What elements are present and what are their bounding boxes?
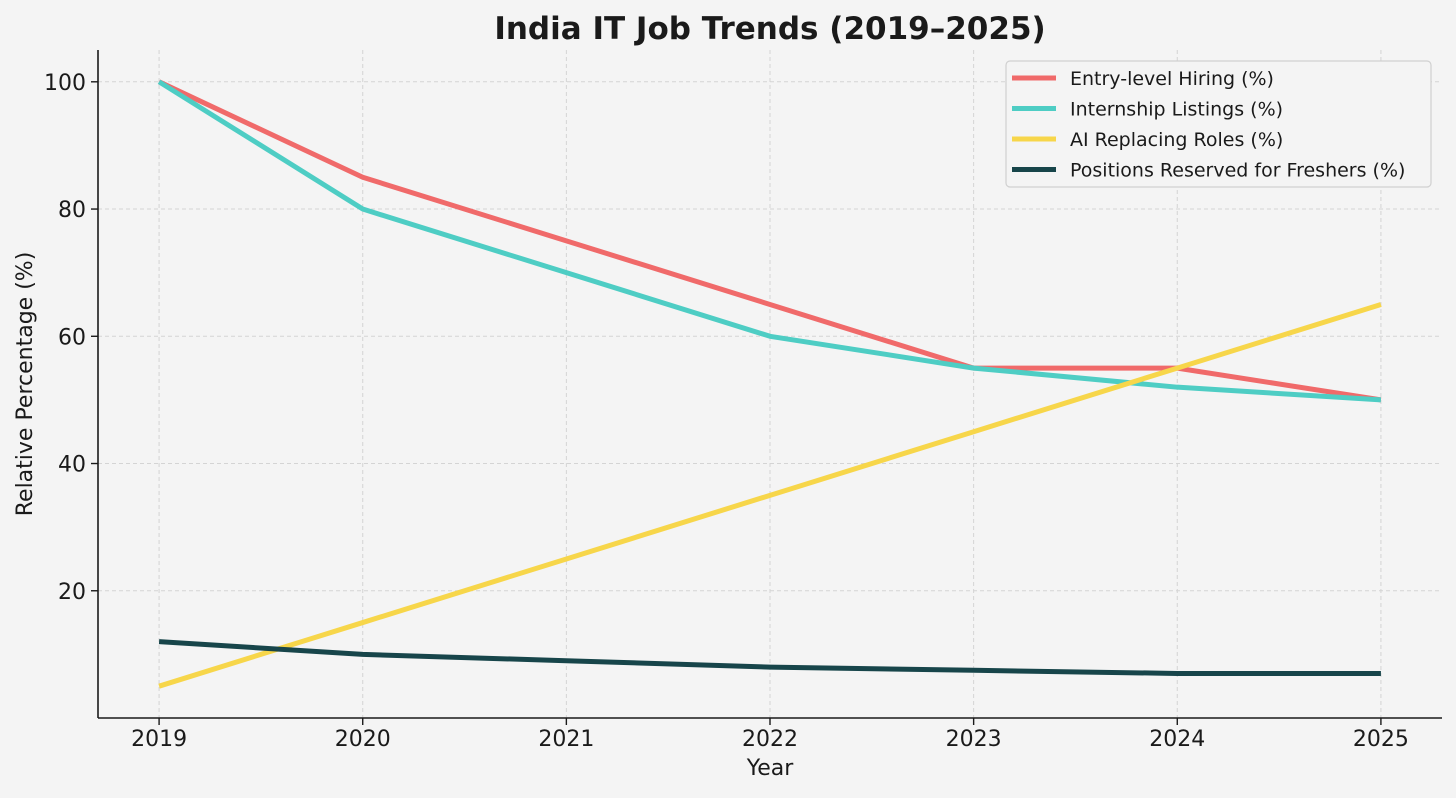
series-line	[158, 302, 1382, 689]
x-tick-label: 2022	[742, 727, 798, 752]
y-tick-label: 40	[58, 453, 86, 478]
legend-label: Entry-level Hiring (%)	[1070, 68, 1274, 90]
x-tick-label: 2025	[1353, 727, 1409, 752]
legend: Entry-level Hiring (%) Internship Listing…	[1005, 60, 1432, 188]
chart-title: India IT Job Trends (2019–2025)	[494, 11, 1045, 47]
y-tick-label: 20	[58, 580, 86, 605]
x-tick-label: 2021	[538, 727, 594, 752]
legend-box	[1005, 60, 1432, 188]
x-tick-label: 2020	[335, 727, 391, 752]
y-tick-label: 80	[58, 198, 86, 223]
y-axis-label: Relative Percentage (%)	[13, 252, 38, 517]
series-line	[157, 79, 1382, 403]
series-line	[158, 639, 1381, 676]
x-axis-ticks: 2019 2020 2021 2022 2023 2024 2025	[131, 718, 1409, 752]
x-tick-label: 2023	[946, 727, 1002, 752]
x-tick-label: 2019	[131, 727, 187, 752]
grid	[98, 50, 1442, 718]
y-tick-label: 100	[44, 71, 86, 96]
y-axis-ticks: 20 40 60 80 100	[44, 71, 98, 605]
legend-label: AI Replacing Roles (%)	[1070, 129, 1283, 151]
series-lines	[157, 79, 1382, 689]
y-tick-label: 60	[58, 325, 86, 350]
legend-label: Internship Listings (%)	[1070, 99, 1283, 121]
legend-label: Positions Reserved for Freshers (%)	[1070, 160, 1405, 182]
x-axis-label: Year	[746, 756, 795, 781]
x-tick-label: 2024	[1149, 727, 1205, 752]
